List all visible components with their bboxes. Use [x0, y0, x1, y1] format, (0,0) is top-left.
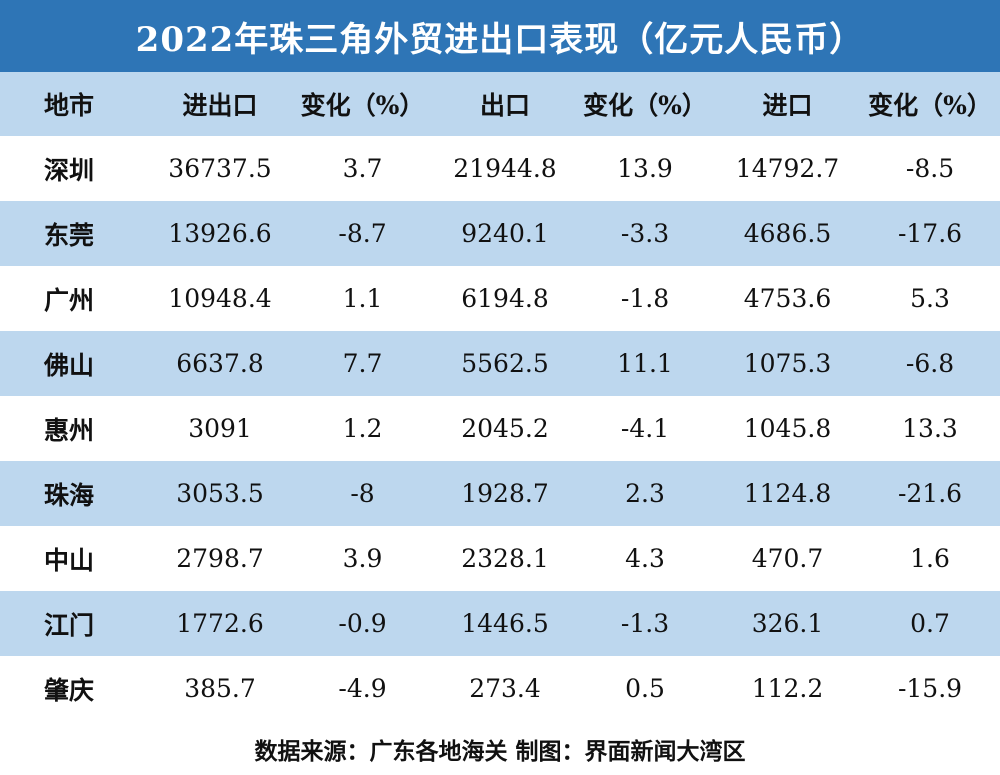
table-title: 2022年珠三角外贸进出口表现（亿元人民币）: [0, 0, 1000, 72]
cell-trade: 385.7: [184, 674, 256, 703]
cell-export-change: 2.3: [625, 479, 665, 508]
cell-city: 东莞: [44, 220, 95, 250]
cell-trade-change: -8: [350, 479, 375, 508]
cell-trade: 36737.5: [168, 154, 272, 183]
cell-import: 470.7: [751, 544, 824, 573]
cell-export-change: -1.3: [620, 609, 670, 638]
header-export-change: 变化（%）: [583, 91, 707, 120]
cell-export: 2328.1: [461, 544, 549, 573]
header-city: 地市: [44, 91, 95, 120]
cell-trade: 2798.7: [176, 544, 264, 573]
cell-import-change: -6.8: [905, 349, 955, 378]
table-row: 广州 10948.4 1.1 6194.8 -1.8 4753.6 5.3: [0, 266, 1000, 331]
cell-city: 珠海: [44, 480, 95, 510]
cell-import: 4686.5: [743, 219, 832, 248]
cell-trade: 1772.6: [176, 609, 264, 638]
cell-trade: 3091: [188, 414, 252, 443]
cell-import: 4753.6: [743, 284, 832, 313]
cell-import: 1124.8: [743, 479, 832, 508]
cell-export-change: -1.8: [620, 284, 670, 313]
cell-import: 1075.3: [743, 349, 832, 378]
table-row: 江门 1772.6 -0.9 1446.5 -1.3 326.1 0.7: [0, 591, 1000, 656]
table-row: 惠州 3091 1.2 2045.2 -4.1 1045.8 13.3: [0, 396, 1000, 461]
cell-import: 1045.8: [743, 414, 832, 443]
table-row: 中山 2798.7 3.9 2328.1 4.3 470.7 1.6: [0, 526, 1000, 591]
cell-trade: 13926.6: [168, 219, 272, 248]
cell-city: 广州: [44, 285, 95, 315]
cell-trade: 10948.4: [168, 284, 272, 313]
header-trade: 进出口: [182, 91, 258, 120]
table-row: 肇庆 385.7 -4.9 273.4 0.5 112.2 -15.9: [0, 656, 1000, 721]
cell-import: 14792.7: [735, 154, 840, 183]
table-row: 佛山 6637.8 7.7 5562.5 11.1 1075.3 -6.8: [0, 331, 1000, 396]
table-row: 深圳 36737.5 3.7 21944.8 13.9 14792.7 -8.5: [0, 136, 1000, 201]
cell-trade-change: 3.7: [342, 154, 383, 183]
cell-import-change: 5.3: [910, 284, 950, 313]
cell-import-change: 0.7: [910, 609, 950, 638]
cell-export-change: 0.5: [625, 674, 665, 703]
table-body: 深圳 36737.5 3.7 21944.8 13.9 14792.7 -8.5 东莞 1392…: [0, 136, 1000, 721]
table-row: 珠海 3053.5 -8 1928.7 2.3 1124.8 -21.6: [0, 461, 1000, 526]
cell-city: 江门: [44, 610, 95, 640]
cell-import-change: -17.6: [897, 219, 963, 248]
cell-import-change: 13.3: [902, 414, 958, 443]
cell-trade-change: 1.1: [342, 284, 383, 313]
cell-city: 佛山: [44, 350, 95, 380]
trade-table: 地市 进出口 变化（%） 出口 变化（%） 进口 变化（%） 深圳 36737.5…: [0, 72, 1000, 721]
cell-trade-change: -0.9: [338, 609, 387, 638]
cell-import-change: 1.6: [910, 544, 950, 573]
cell-trade-change: -4.9: [338, 674, 387, 703]
cell-export: 5562.5: [461, 349, 549, 378]
cell-trade-change: 7.7: [342, 349, 383, 378]
cell-city: 中山: [44, 545, 95, 575]
cell-import-change: -8.5: [905, 154, 955, 183]
cell-import-change: -15.9: [897, 674, 963, 703]
cell-city: 惠州: [44, 415, 95, 445]
cell-export: 6194.8: [461, 284, 549, 313]
cell-export: 21944.8: [453, 154, 557, 183]
cell-export-change: 4.3: [625, 544, 665, 573]
source-note: 数据来源：广东各地海关 制图：界面新闻大湾区: [254, 738, 746, 765]
cell-export: 2045.2: [461, 414, 549, 443]
cell-export-change: -3.3: [620, 219, 670, 248]
cell-export-change: -4.1: [620, 414, 670, 443]
cell-trade-change: 1.2: [342, 414, 383, 443]
cell-import: 326.1: [751, 609, 824, 638]
cell-import: 112.2: [751, 674, 824, 703]
cell-city: 肇庆: [44, 675, 95, 705]
cell-city: 深圳: [44, 155, 95, 185]
cell-trade-change: 3.9: [342, 544, 383, 573]
cell-export: 1928.7: [461, 479, 549, 508]
cell-export: 273.4: [469, 674, 541, 703]
table-row: 东莞 13926.6 -8.7 9240.1 -3.3 4686.5 -17.6: [0, 201, 1000, 266]
header-trade-change: 变化（%）: [300, 91, 425, 120]
cell-trade: 6637.8: [176, 349, 264, 378]
cell-export: 1446.5: [461, 609, 549, 638]
cell-export-change: 11.1: [617, 349, 673, 378]
cell-trade: 3053.5: [176, 479, 264, 508]
table-header-row: 地市 进出口 变化（%） 出口 变化（%） 进口 变化（%）: [0, 72, 1000, 136]
header-import: 进口: [762, 91, 813, 120]
cell-import-change: -21.6: [897, 479, 963, 508]
cell-trade-change: -8.7: [338, 219, 387, 248]
cell-export-change: 13.9: [617, 154, 673, 183]
cell-export: 9240.1: [461, 219, 549, 248]
header-import-change: 变化（%）: [868, 91, 992, 120]
header-export: 出口: [479, 91, 530, 120]
